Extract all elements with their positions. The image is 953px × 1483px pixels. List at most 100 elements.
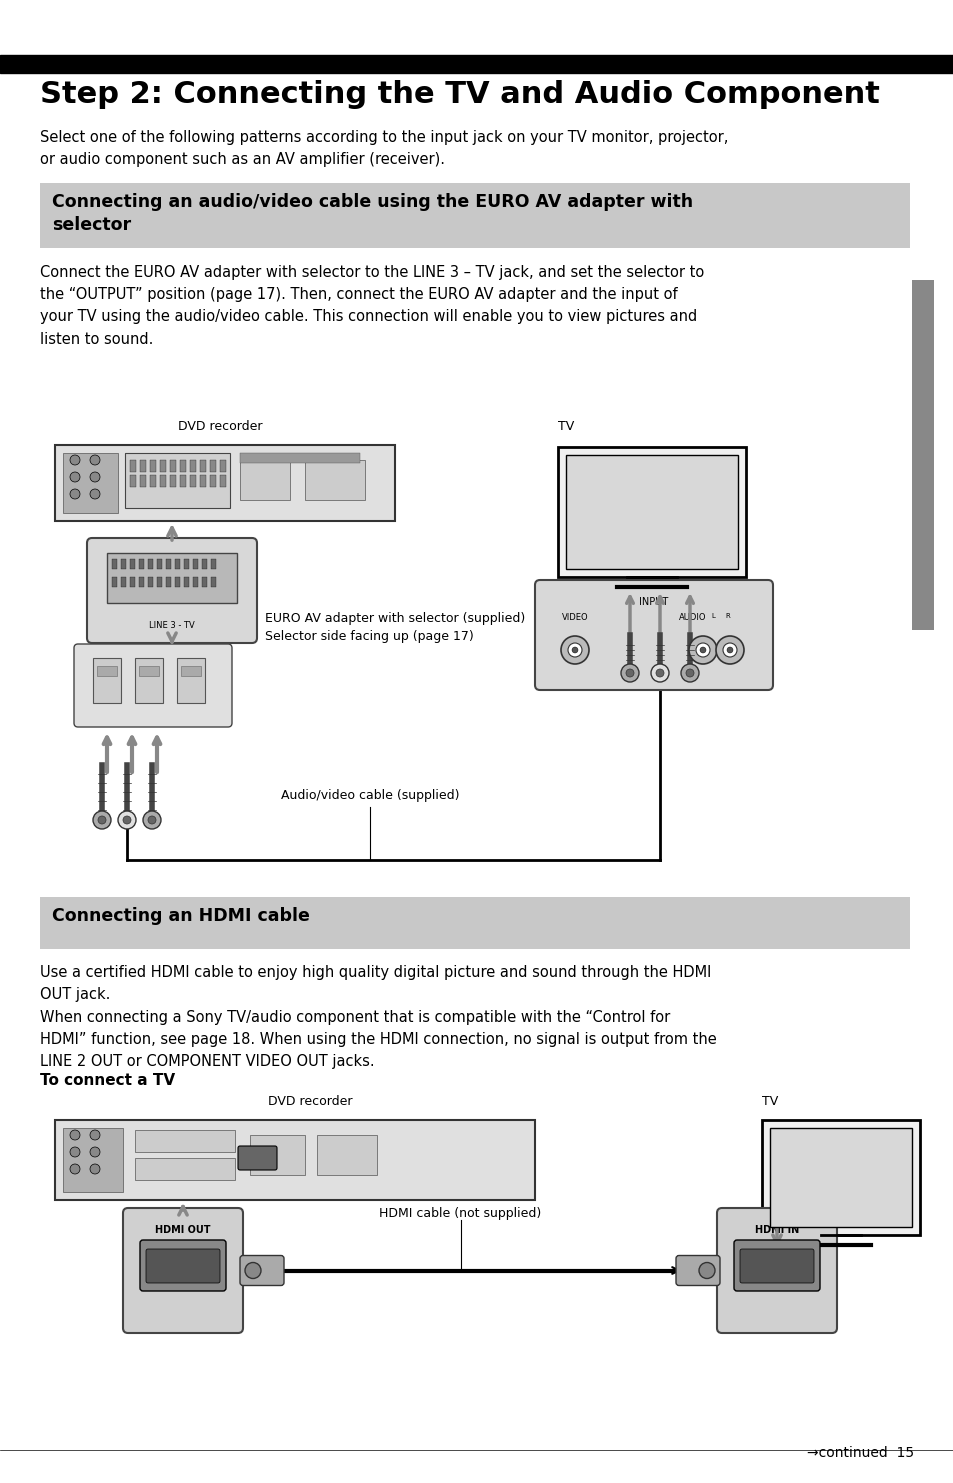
Bar	[157, 577, 162, 587]
Bar	[193, 559, 198, 569]
Bar	[211, 577, 215, 587]
Bar	[316, 1134, 376, 1175]
Circle shape	[620, 664, 639, 682]
Bar	[63, 452, 118, 513]
Bar	[139, 577, 144, 587]
Circle shape	[90, 1130, 100, 1140]
Text: Step 2: Connecting the TV and Audio Component: Step 2: Connecting the TV and Audio Comp…	[40, 80, 879, 108]
Bar	[160, 460, 166, 472]
Bar	[135, 658, 163, 703]
Bar	[97, 666, 117, 676]
FancyBboxPatch shape	[123, 1209, 243, 1333]
Circle shape	[572, 647, 578, 653]
FancyBboxPatch shape	[74, 644, 232, 727]
Bar	[211, 559, 215, 569]
Circle shape	[656, 669, 663, 678]
Circle shape	[650, 664, 668, 682]
Text: When connecting a Sony TV/audio component that is compatible with the “Control f: When connecting a Sony TV/audio componen…	[40, 1010, 716, 1069]
Circle shape	[70, 1130, 80, 1140]
Bar	[125, 452, 230, 509]
Bar	[911, 280, 933, 630]
Circle shape	[70, 489, 80, 498]
Text: Connecting an HDMI cable: Connecting an HDMI cable	[52, 908, 310, 925]
Circle shape	[90, 1164, 100, 1175]
Circle shape	[560, 636, 588, 664]
Circle shape	[696, 644, 709, 657]
Circle shape	[245, 1262, 261, 1278]
Circle shape	[625, 669, 634, 678]
Bar	[0, 55, 953, 73]
Text: To connect a TV: To connect a TV	[40, 1074, 175, 1089]
Circle shape	[90, 472, 100, 482]
Circle shape	[118, 811, 136, 829]
Bar	[140, 460, 146, 472]
Bar	[200, 475, 206, 486]
Bar	[220, 460, 226, 472]
Bar	[139, 666, 159, 676]
Bar	[202, 577, 207, 587]
Bar	[177, 658, 205, 703]
Bar	[160, 475, 166, 486]
Bar	[130, 460, 136, 472]
Bar	[769, 1129, 911, 1226]
Bar	[220, 475, 226, 486]
Bar	[166, 577, 171, 587]
Bar	[125, 480, 225, 506]
Bar	[190, 475, 195, 486]
Bar	[40, 897, 909, 949]
Text: R: R	[725, 612, 730, 618]
Circle shape	[716, 636, 743, 664]
Text: Audio/video cable (supplied): Audio/video cable (supplied)	[280, 789, 458, 802]
Text: →continued  15: →continued 15	[806, 1446, 913, 1459]
Bar	[170, 475, 175, 486]
Bar	[240, 460, 290, 500]
Text: Connect the EURO AV adapter with selector to the LINE 3 – TV jack, and set the s: Connect the EURO AV adapter with selecto…	[40, 265, 703, 347]
Circle shape	[722, 644, 737, 657]
Bar	[112, 577, 117, 587]
Circle shape	[680, 664, 699, 682]
Circle shape	[70, 472, 80, 482]
Bar	[180, 460, 186, 472]
Bar	[140, 475, 146, 486]
Text: DVD recorder: DVD recorder	[268, 1094, 352, 1108]
Bar	[180, 475, 186, 486]
Bar	[184, 559, 189, 569]
Text: Select one of the following patterns according to the input jack on your TV moni: Select one of the following patterns acc…	[40, 131, 727, 168]
Text: LINE 3 - TV: LINE 3 - TV	[149, 621, 194, 630]
Bar	[63, 1129, 123, 1192]
Bar	[174, 577, 180, 587]
Text: VIDEO: VIDEO	[561, 612, 588, 621]
Text: INPUT: INPUT	[639, 598, 668, 607]
Text: HDMI OUT: HDMI OUT	[155, 1225, 211, 1235]
Bar	[157, 559, 162, 569]
Circle shape	[699, 1262, 714, 1278]
Bar	[166, 559, 171, 569]
FancyBboxPatch shape	[676, 1256, 720, 1286]
Bar	[761, 1120, 919, 1235]
Text: Use a certified HDMI cable to enjoy high quality digital picture and sound throu: Use a certified HDMI cable to enjoy high…	[40, 965, 711, 1003]
Circle shape	[685, 669, 693, 678]
FancyBboxPatch shape	[717, 1209, 836, 1333]
FancyBboxPatch shape	[240, 1256, 284, 1286]
Circle shape	[148, 816, 156, 825]
Bar	[193, 577, 198, 587]
Circle shape	[98, 816, 106, 825]
Text: TV: TV	[558, 420, 574, 433]
Bar	[130, 577, 135, 587]
Bar	[148, 559, 152, 569]
Circle shape	[90, 1146, 100, 1157]
Bar	[305, 460, 365, 500]
Circle shape	[143, 811, 161, 829]
Bar	[112, 559, 117, 569]
Bar	[121, 577, 126, 587]
Circle shape	[123, 816, 131, 825]
FancyBboxPatch shape	[146, 1249, 220, 1283]
Bar	[55, 1120, 535, 1200]
Text: Hookups and Settings: Hookups and Settings	[918, 386, 928, 523]
Bar	[148, 577, 152, 587]
Bar	[130, 559, 135, 569]
FancyBboxPatch shape	[87, 538, 256, 644]
Circle shape	[70, 1164, 80, 1175]
Bar	[135, 1130, 234, 1152]
Bar	[190, 460, 195, 472]
